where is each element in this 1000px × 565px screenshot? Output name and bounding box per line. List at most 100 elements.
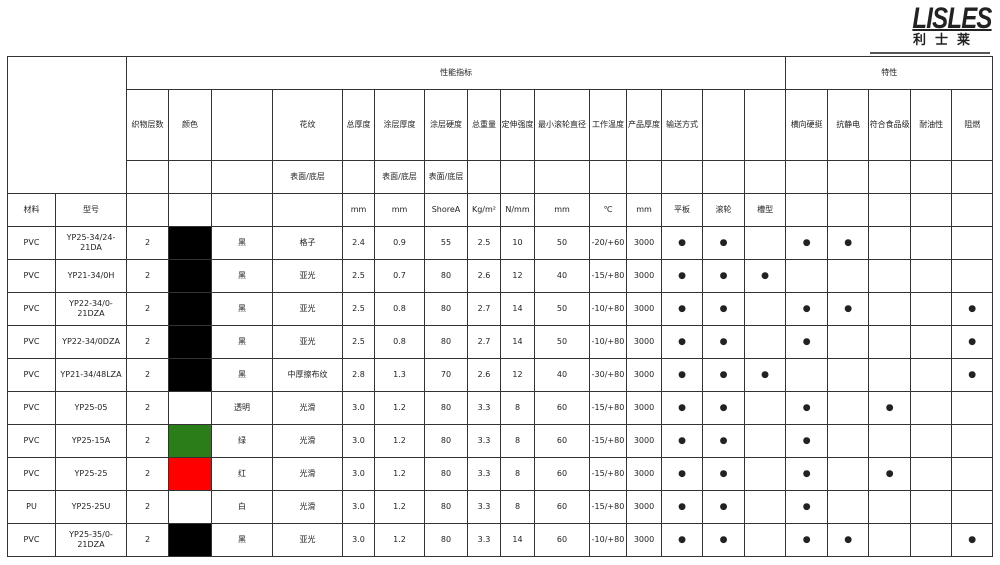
weight-cell: 2.6 bbox=[467, 358, 501, 392]
tensile-cell: 14 bbox=[500, 523, 535, 557]
hardness-cell: 80 bbox=[424, 391, 468, 425]
bullet-icon: ● bbox=[968, 337, 977, 347]
feature-cell bbox=[868, 490, 912, 524]
pattern-cell: 光滑 bbox=[272, 391, 343, 425]
pattern-cell: 亚光 bbox=[272, 292, 343, 326]
feature-cell bbox=[868, 424, 912, 458]
column-unit: mm bbox=[534, 193, 590, 227]
feature-cell bbox=[743, 490, 787, 524]
feature-cell: ● bbox=[951, 325, 994, 359]
feature-cell: ● bbox=[661, 424, 703, 458]
weight-cell: 2.7 bbox=[467, 292, 501, 326]
layers-cell: 2 bbox=[126, 490, 169, 524]
bullet-icon: ● bbox=[719, 370, 728, 380]
layers-cell: 2 bbox=[126, 391, 169, 425]
feature-cell bbox=[951, 490, 994, 524]
layers-cell: 2 bbox=[126, 424, 169, 458]
feature-cell: ● bbox=[743, 259, 787, 293]
feature-cell bbox=[910, 391, 953, 425]
column-header: 花纹 bbox=[272, 89, 343, 161]
pattern-cell: 格子 bbox=[272, 226, 343, 260]
width-cell: 3000 bbox=[626, 424, 662, 458]
column-unit: ℃ bbox=[589, 193, 627, 227]
coat-thk-cell: 0.7 bbox=[374, 259, 425, 293]
column-subheader: 表面/底层 bbox=[272, 160, 343, 194]
coat-thk-cell: 1.3 bbox=[374, 358, 425, 392]
min-roller-cell: 40 bbox=[534, 259, 590, 293]
feature-cell: ● bbox=[785, 325, 829, 359]
column-subheader bbox=[589, 160, 627, 194]
tensile-cell: 10 bbox=[500, 226, 535, 260]
feature-cell bbox=[910, 292, 953, 326]
column-subheader bbox=[126, 160, 169, 194]
layers-cell: 2 bbox=[126, 292, 169, 326]
layers-cell: 2 bbox=[126, 259, 169, 293]
min-roller-cell: 60 bbox=[534, 457, 590, 491]
column-header bbox=[211, 89, 273, 161]
corner-cell bbox=[7, 56, 127, 194]
column-subheader bbox=[534, 160, 590, 194]
tensile-cell: 14 bbox=[500, 325, 535, 359]
bullet-icon: ● bbox=[678, 337, 686, 347]
min-roller-cell: 60 bbox=[534, 490, 590, 524]
bullet-icon: ● bbox=[678, 403, 686, 413]
table-row: PVC YP25-35/0-21DZA 2 黑亚光 3.0 1.2 80 3.3 14 60 -10… bbox=[7, 523, 994, 557]
bullet-icon: ● bbox=[802, 535, 811, 545]
bullet-icon: ● bbox=[719, 304, 728, 314]
column-unit bbox=[868, 193, 912, 227]
table-row: PVC YP25-34/24-21DA 2 黑格子 2.4 0.9 55 2.5 10 50 -20… bbox=[7, 226, 994, 260]
weight-cell: 3.3 bbox=[467, 490, 501, 524]
material-cell: PVC bbox=[7, 358, 56, 392]
feature-cell bbox=[868, 358, 912, 392]
min-roller-cell: 40 bbox=[534, 358, 590, 392]
column-header bbox=[702, 89, 745, 161]
feature-cell: ● bbox=[661, 523, 703, 557]
column-header: 定伸强度 bbox=[500, 89, 535, 161]
logo-wordmark: LISLES bbox=[912, 2, 992, 35]
color-name-cell: 透明 bbox=[211, 391, 273, 425]
temp-cell: -15/+80 bbox=[589, 391, 627, 425]
total-thk-cell: 2.5 bbox=[342, 292, 375, 326]
model-cell: YP22-34/0DZA bbox=[55, 325, 127, 359]
column-subheader: 表面/底层 bbox=[374, 160, 425, 194]
color-name-cell: 黑 bbox=[211, 259, 273, 293]
header-model: 型号 bbox=[55, 193, 127, 227]
model-cell: YP25-15A bbox=[55, 424, 127, 458]
feature-cell bbox=[868, 226, 912, 260]
column-subheader bbox=[951, 160, 994, 194]
pattern-cell: 亚光 bbox=[272, 325, 343, 359]
feature-cell: ● bbox=[951, 292, 994, 326]
feature-cell: ● bbox=[702, 325, 745, 359]
pattern-cell: 亚光 bbox=[272, 523, 343, 557]
feature-cell: ● bbox=[702, 523, 745, 557]
total-thk-cell: 3.0 bbox=[342, 457, 375, 491]
bullet-icon: ● bbox=[678, 436, 686, 446]
tensile-cell: 12 bbox=[500, 358, 535, 392]
feature-cell: ● bbox=[868, 457, 912, 491]
model-cell: YP21-34/48LZA bbox=[55, 358, 127, 392]
bullet-icon: ● bbox=[678, 502, 686, 512]
width-cell: 3000 bbox=[626, 457, 662, 491]
min-roller-cell: 60 bbox=[534, 523, 590, 557]
temp-cell: -10/+80 bbox=[589, 292, 627, 326]
feature-cell bbox=[951, 259, 994, 293]
column-header: 总厚度 bbox=[342, 89, 375, 161]
bullet-icon: ● bbox=[678, 271, 686, 281]
feature-cell bbox=[743, 523, 787, 557]
pattern-cell: 光滑 bbox=[272, 457, 343, 491]
feature-cell bbox=[910, 259, 953, 293]
total-thk-cell: 2.5 bbox=[342, 259, 375, 293]
hardness-cell: 80 bbox=[424, 259, 468, 293]
column-unit bbox=[785, 193, 829, 227]
tensile-cell: 8 bbox=[500, 457, 535, 491]
temp-cell: -20/+60 bbox=[589, 226, 627, 260]
feature-cell: ● bbox=[785, 292, 829, 326]
column-unit: mm bbox=[374, 193, 425, 227]
column-subheader bbox=[467, 160, 501, 194]
tensile-cell: 8 bbox=[500, 391, 535, 425]
table-row: PVC YP21-34/48LZA 2 黑中厚擦布纹 2.8 1.3 70 2.6 12 40 -3… bbox=[7, 358, 994, 392]
coat-thk-cell: 0.8 bbox=[374, 325, 425, 359]
model-cell: YP25-34/24-21DA bbox=[55, 226, 127, 260]
weight-cell: 2.7 bbox=[467, 325, 501, 359]
feature-cell: ● bbox=[827, 226, 870, 260]
